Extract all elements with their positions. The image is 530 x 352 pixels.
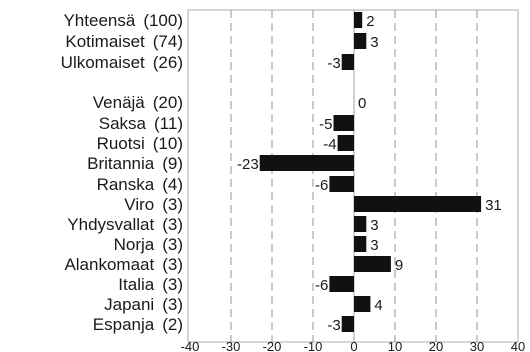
category-name-label: Ranska [97,175,155,194]
plot-area-frame [187,9,519,343]
x-tick-label: -30 [222,339,241,352]
value-label: -23 [237,156,259,173]
value-label: -3 [327,317,340,334]
value-label: 3 [370,237,378,254]
value-label: 3 [370,34,378,51]
value-label: 3 [370,217,378,234]
bar [341,54,354,70]
category-name-label: Yhteensä [63,11,135,30]
category-name-label: Ulkomaiset [61,53,145,72]
category-name-label: Britannia [87,154,155,173]
category-count-label: (20) [153,93,183,112]
category-name-label: Espanja [93,315,155,334]
x-tick-label: 40 [511,339,525,352]
value-label: -6 [315,277,328,294]
x-tick-label: 0 [350,339,357,352]
x-tick-label: -10 [304,339,323,352]
bar [354,216,367,232]
category-count-label: (10) [153,134,183,153]
category-name-label: Norja [114,235,155,254]
x-tick-label: 30 [470,339,484,352]
bar [354,236,367,252]
category-count-label: (9) [162,154,183,173]
category-name-label: Alankomaat [64,255,154,274]
bar [354,33,367,49]
value-label: 9 [395,257,403,274]
value-label: 2 [366,13,374,30]
category-count-label: (100) [143,11,183,30]
category-labels: (100) Yhteensä (74) Kotimaiset (26) Ulkomaise… [61,11,183,334]
bar [341,316,354,332]
bar [329,276,354,292]
category-name-label: Saksa [99,114,147,133]
x-tick-label: -40 [181,339,200,352]
category-count-label: (4) [162,175,183,194]
bar [333,115,354,131]
value-label: -4 [323,136,336,153]
category-count-label: (3) [162,275,183,294]
category-count-label: (3) [162,195,183,214]
category-name-label: Yhdysvallat [67,215,154,234]
value-label: 31 [485,197,502,214]
bar [259,155,354,171]
category-count-label: (3) [162,295,183,314]
bars [259,12,482,332]
value-label: -5 [319,116,332,133]
category-count-label: (74) [153,32,183,51]
x-tick-label: 20 [429,339,443,352]
category-count-label: (2) [162,315,183,334]
category-count-label: (26) [153,53,183,72]
bar [354,196,482,212]
category-name-label: Venäjä [93,93,146,112]
category-count-label: (3) [162,255,183,274]
value-label: 0 [358,95,366,112]
value-label: -3 [327,55,340,72]
x-tick-label: 10 [388,339,402,352]
category-name-label: Ruotsi [97,134,145,153]
category-name-label: Viro [124,195,154,214]
value-label: -6 [315,177,328,194]
category-count-label: (3) [162,235,183,254]
category-count-label: (3) [162,215,183,234]
bar [337,135,354,151]
bar [354,296,371,312]
bar [354,12,363,28]
gridlines [230,10,478,342]
x-tick-labels: -40 -30 -20 -10 0 10 20 30 40 [181,339,526,352]
bar [354,256,391,272]
x-tick-label: -20 [263,339,282,352]
category-count-label: (11) [154,114,183,133]
category-name-label: Kotimaiset [65,32,145,51]
category-name-label: Italia [118,275,154,294]
value-label: 4 [374,297,382,314]
category-name-label: Japani [104,295,154,314]
bar [329,176,354,192]
